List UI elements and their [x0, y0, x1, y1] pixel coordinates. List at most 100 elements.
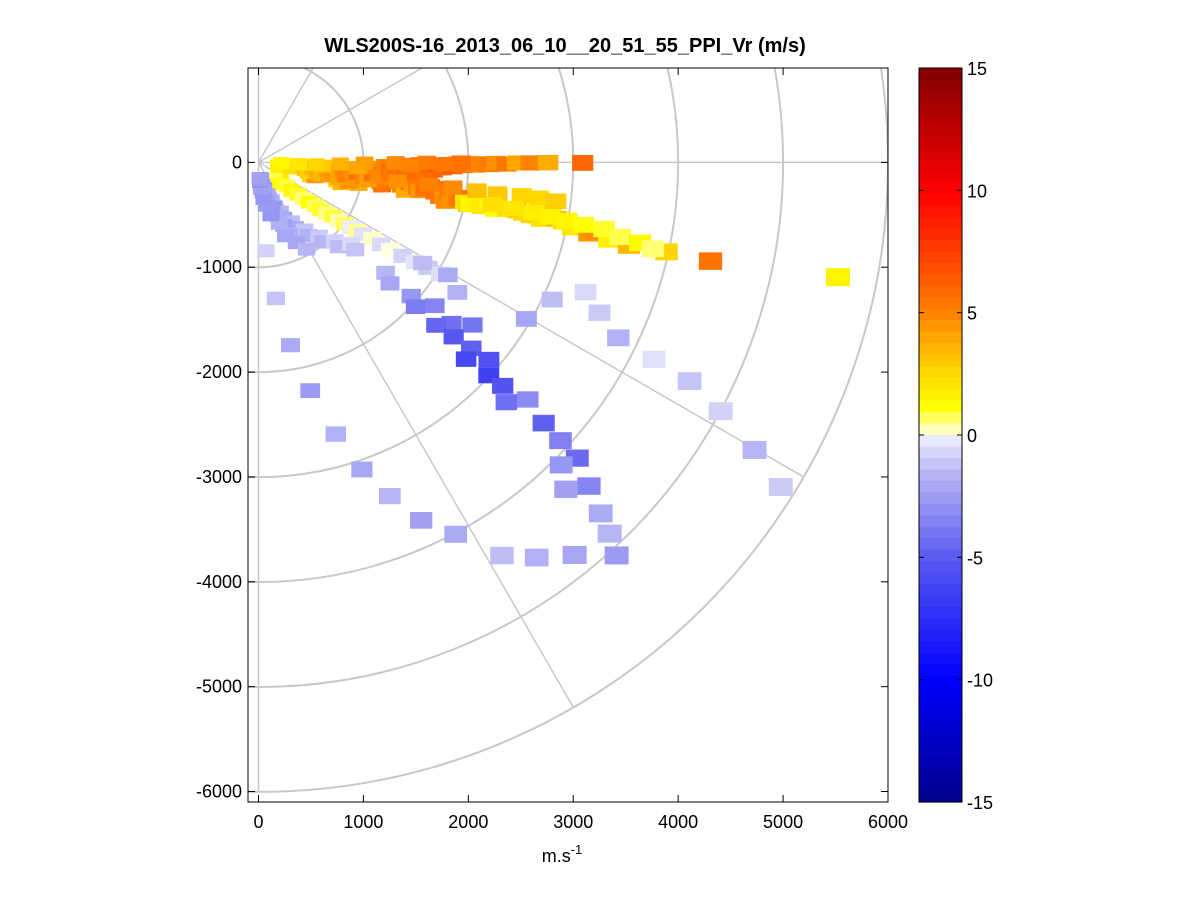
velocity-cell: [257, 244, 275, 258]
velocity-cell: [742, 440, 767, 459]
colorbar-band: [919, 584, 962, 597]
y-tick-label: -4000: [196, 572, 242, 592]
y-tick-label: -2000: [196, 362, 242, 382]
velocity-cell: [455, 351, 477, 367]
colorbar-tick-label: -15: [967, 793, 993, 813]
colorbar-band: [919, 572, 962, 585]
y-tick-label: 0: [232, 152, 242, 172]
velocity-cell: [419, 177, 439, 192]
colorbar: 15 10 5 0 -5 -10 -15: [918, 59, 993, 813]
colorbar-band: [919, 205, 962, 218]
colorbar-band: [919, 274, 962, 287]
velocity-cell: [607, 329, 630, 347]
velocity-cell: [562, 545, 587, 564]
velocity-cell: [677, 372, 702, 390]
colorbar-band: [919, 113, 962, 126]
chart-title: WLS200S-16_2013_06_10__20_51_55_PPI_Vr (…: [324, 35, 805, 57]
velocity-cell: [698, 252, 723, 270]
colorbar-band: [919, 343, 962, 356]
velocity-cell: [438, 267, 458, 283]
colorbar-band: [919, 285, 962, 298]
colorbar-band: [919, 171, 962, 184]
colorbar-band: [919, 400, 962, 413]
colorbar-band: [919, 652, 962, 665]
colorbar-band: [919, 595, 962, 608]
y-tick-label: -3000: [196, 467, 242, 487]
colorbar-band: [919, 607, 962, 620]
colorbar-band: [919, 561, 962, 574]
velocity-cell: [528, 190, 550, 206]
velocity-cell: [467, 183, 487, 199]
colorbar-tick-label: 5: [967, 304, 977, 324]
colorbar-band: [919, 148, 962, 161]
velocity-cell: [545, 193, 567, 210]
velocity-cell: [262, 208, 280, 222]
colorbar-band: [919, 136, 962, 149]
velocity-cell: [297, 242, 316, 256]
velocity-cell: [642, 350, 666, 369]
velocity-cell: [290, 158, 308, 171]
colorbar-band: [919, 515, 962, 528]
x-tick-label: 0: [253, 812, 263, 832]
velocity-cell: [516, 391, 539, 408]
x-tick-label: 3000: [553, 812, 593, 832]
x-tick-label: 2000: [448, 812, 488, 832]
velocity-cell: [444, 525, 468, 543]
velocity-cell: [376, 265, 395, 280]
velocity-cell: [588, 504, 613, 523]
colorbar-band: [919, 526, 962, 539]
colorbar-band: [919, 217, 962, 230]
colorbar-band: [919, 698, 962, 711]
colorbar-band: [919, 68, 962, 81]
plot-area: 0 1000 2000 3000 4000 5000 6000 0 -1000 -2000 -30…: [196, 67, 908, 832]
colorbar-band: [919, 423, 962, 436]
velocity-cell: [511, 188, 532, 204]
velocity-cell: [266, 291, 285, 306]
velocity-cell: [520, 155, 541, 171]
colorbar-tick-label: 15: [967, 59, 987, 79]
colorbar-band: [919, 194, 962, 207]
velocity-cell: [524, 548, 549, 567]
velocity-cell: [482, 197, 503, 213]
velocity-cell: [405, 299, 426, 314]
colorbar-band: [919, 744, 962, 757]
velocity-cell: [541, 291, 563, 308]
y-tick-label: -6000: [196, 782, 242, 802]
velocity-cell: [273, 157, 290, 170]
velocity-cell: [378, 487, 401, 505]
colorbar-tick-label: -5: [967, 548, 983, 568]
colorbar-band: [919, 228, 962, 241]
colorbar-band: [919, 618, 962, 631]
colorbar-band: [919, 779, 962, 792]
velocity-cell: [495, 394, 518, 411]
velocity-cell: [554, 480, 578, 498]
velocity-cell: [434, 157, 454, 172]
colorbar-band: [919, 687, 962, 700]
x-axis-label-base: m.s: [542, 846, 571, 866]
velocity-cell: [346, 242, 365, 257]
velocity-cell: [351, 461, 373, 478]
velocity-cell: [251, 172, 268, 185]
x-tick-label: 5000: [763, 812, 803, 832]
velocity-cell: [572, 154, 594, 171]
colorbar-band: [919, 297, 962, 310]
velocity-cell: [478, 351, 500, 368]
velocity-cell: [388, 174, 408, 189]
plot-border: [247, 67, 889, 803]
colorbar-band: [919, 377, 962, 390]
velocity-cell: [573, 216, 595, 233]
velocity-cell: [400, 158, 419, 173]
colorbar-band: [919, 331, 962, 344]
colorbar-band: [919, 469, 962, 482]
velocity-cell: [604, 546, 629, 565]
velocity-cell: [300, 383, 321, 399]
velocity-cell: [443, 180, 463, 195]
velocity-cell: [462, 317, 483, 333]
velocity-cell: [386, 156, 405, 170]
colorbar-gradient: [919, 68, 962, 803]
velocity-cell: [537, 154, 559, 171]
colorbar-band: [919, 480, 962, 493]
velocity-cell: [539, 209, 561, 225]
x-axis-label-superscript: -1: [571, 842, 583, 857]
